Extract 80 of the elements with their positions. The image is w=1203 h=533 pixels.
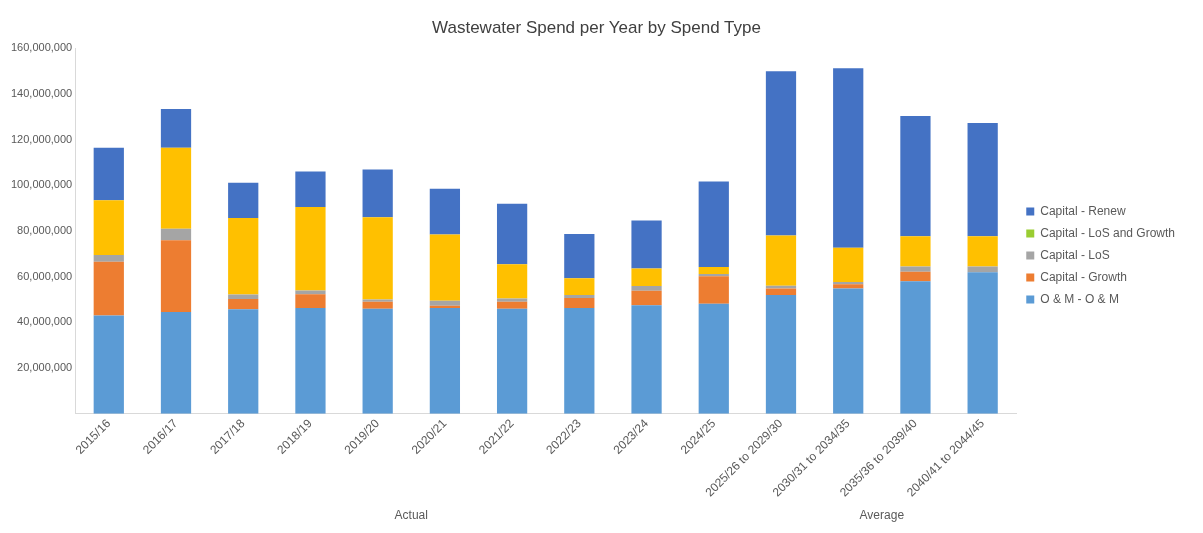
bar	[564, 234, 595, 279]
bar	[564, 278, 595, 295]
legend-label: O & M - O & M	[1040, 291, 1119, 306]
legend-label: Capital - Growth	[1040, 269, 1127, 284]
bar	[93, 200, 124, 256]
bar	[496, 298, 528, 302]
bar	[160, 147, 192, 229]
y-tick-label: 160,000,000	[11, 41, 73, 54]
y-tick-label: 120,000,000	[11, 132, 73, 145]
bar	[496, 264, 528, 299]
bar	[564, 307, 595, 414]
y-tick-label: 100,000,000	[11, 178, 73, 191]
bar	[429, 234, 461, 301]
bar	[160, 228, 192, 241]
bar	[429, 188, 461, 235]
y-tick-label: 80,000,000	[17, 224, 73, 237]
bar	[564, 294, 595, 298]
bar	[295, 171, 326, 208]
bar	[496, 203, 528, 265]
bar	[967, 236, 998, 267]
bar	[160, 240, 192, 313]
bar	[429, 300, 461, 306]
bar	[93, 315, 124, 414]
bar	[967, 266, 998, 273]
bar	[833, 247, 864, 282]
bar	[765, 235, 797, 286]
bar	[631, 305, 662, 414]
bar	[496, 301, 528, 309]
bar	[228, 309, 259, 414]
bar	[833, 284, 864, 289]
bar	[765, 71, 797, 236]
bar	[698, 276, 729, 304]
bar	[765, 288, 797, 295]
bar	[765, 285, 797, 289]
bar	[160, 108, 192, 148]
y-tick-label: 60,000,000	[17, 269, 73, 282]
legend-label: Capital - LoS	[1040, 247, 1110, 262]
bar	[228, 218, 259, 295]
text: Actual	[394, 508, 428, 522]
bar	[429, 307, 461, 414]
bar	[362, 308, 393, 414]
bar	[564, 297, 595, 308]
bar	[900, 266, 931, 272]
bar	[765, 294, 797, 414]
bar	[496, 308, 528, 414]
bar	[698, 181, 729, 268]
bar	[698, 303, 729, 414]
bar	[631, 268, 662, 287]
bar	[900, 236, 931, 267]
bar	[362, 301, 393, 309]
bar	[631, 290, 662, 306]
bar	[900, 281, 931, 414]
bar	[631, 220, 662, 269]
legend-label: Capital - Renew	[1040, 203, 1126, 218]
bar	[93, 261, 124, 316]
bar	[900, 115, 931, 237]
y-tick-label: 40,000,000	[17, 315, 73, 328]
bar	[833, 68, 864, 248]
bar	[295, 290, 326, 295]
bar	[362, 169, 393, 218]
bar	[160, 312, 192, 414]
bar	[295, 294, 326, 308]
bar	[631, 286, 662, 291]
bar	[228, 299, 259, 310]
bar	[967, 123, 998, 237]
y-tick-label: 140,000,000	[11, 87, 73, 100]
bar	[295, 207, 326, 291]
chart-title: Wastewater Spend per Year by Spend Type	[432, 17, 761, 37]
bar	[362, 217, 393, 300]
bar	[93, 147, 124, 201]
text: Average	[859, 508, 905, 522]
bar	[967, 272, 998, 414]
bar	[93, 255, 124, 262]
bar	[900, 271, 931, 282]
bar	[698, 267, 729, 274]
y-tick-label: 20,000,000	[17, 361, 73, 374]
legend-label: Capital - LoS and Growth	[1040, 225, 1176, 240]
bar	[295, 307, 326, 414]
bar	[833, 288, 864, 414]
bar	[228, 182, 259, 219]
